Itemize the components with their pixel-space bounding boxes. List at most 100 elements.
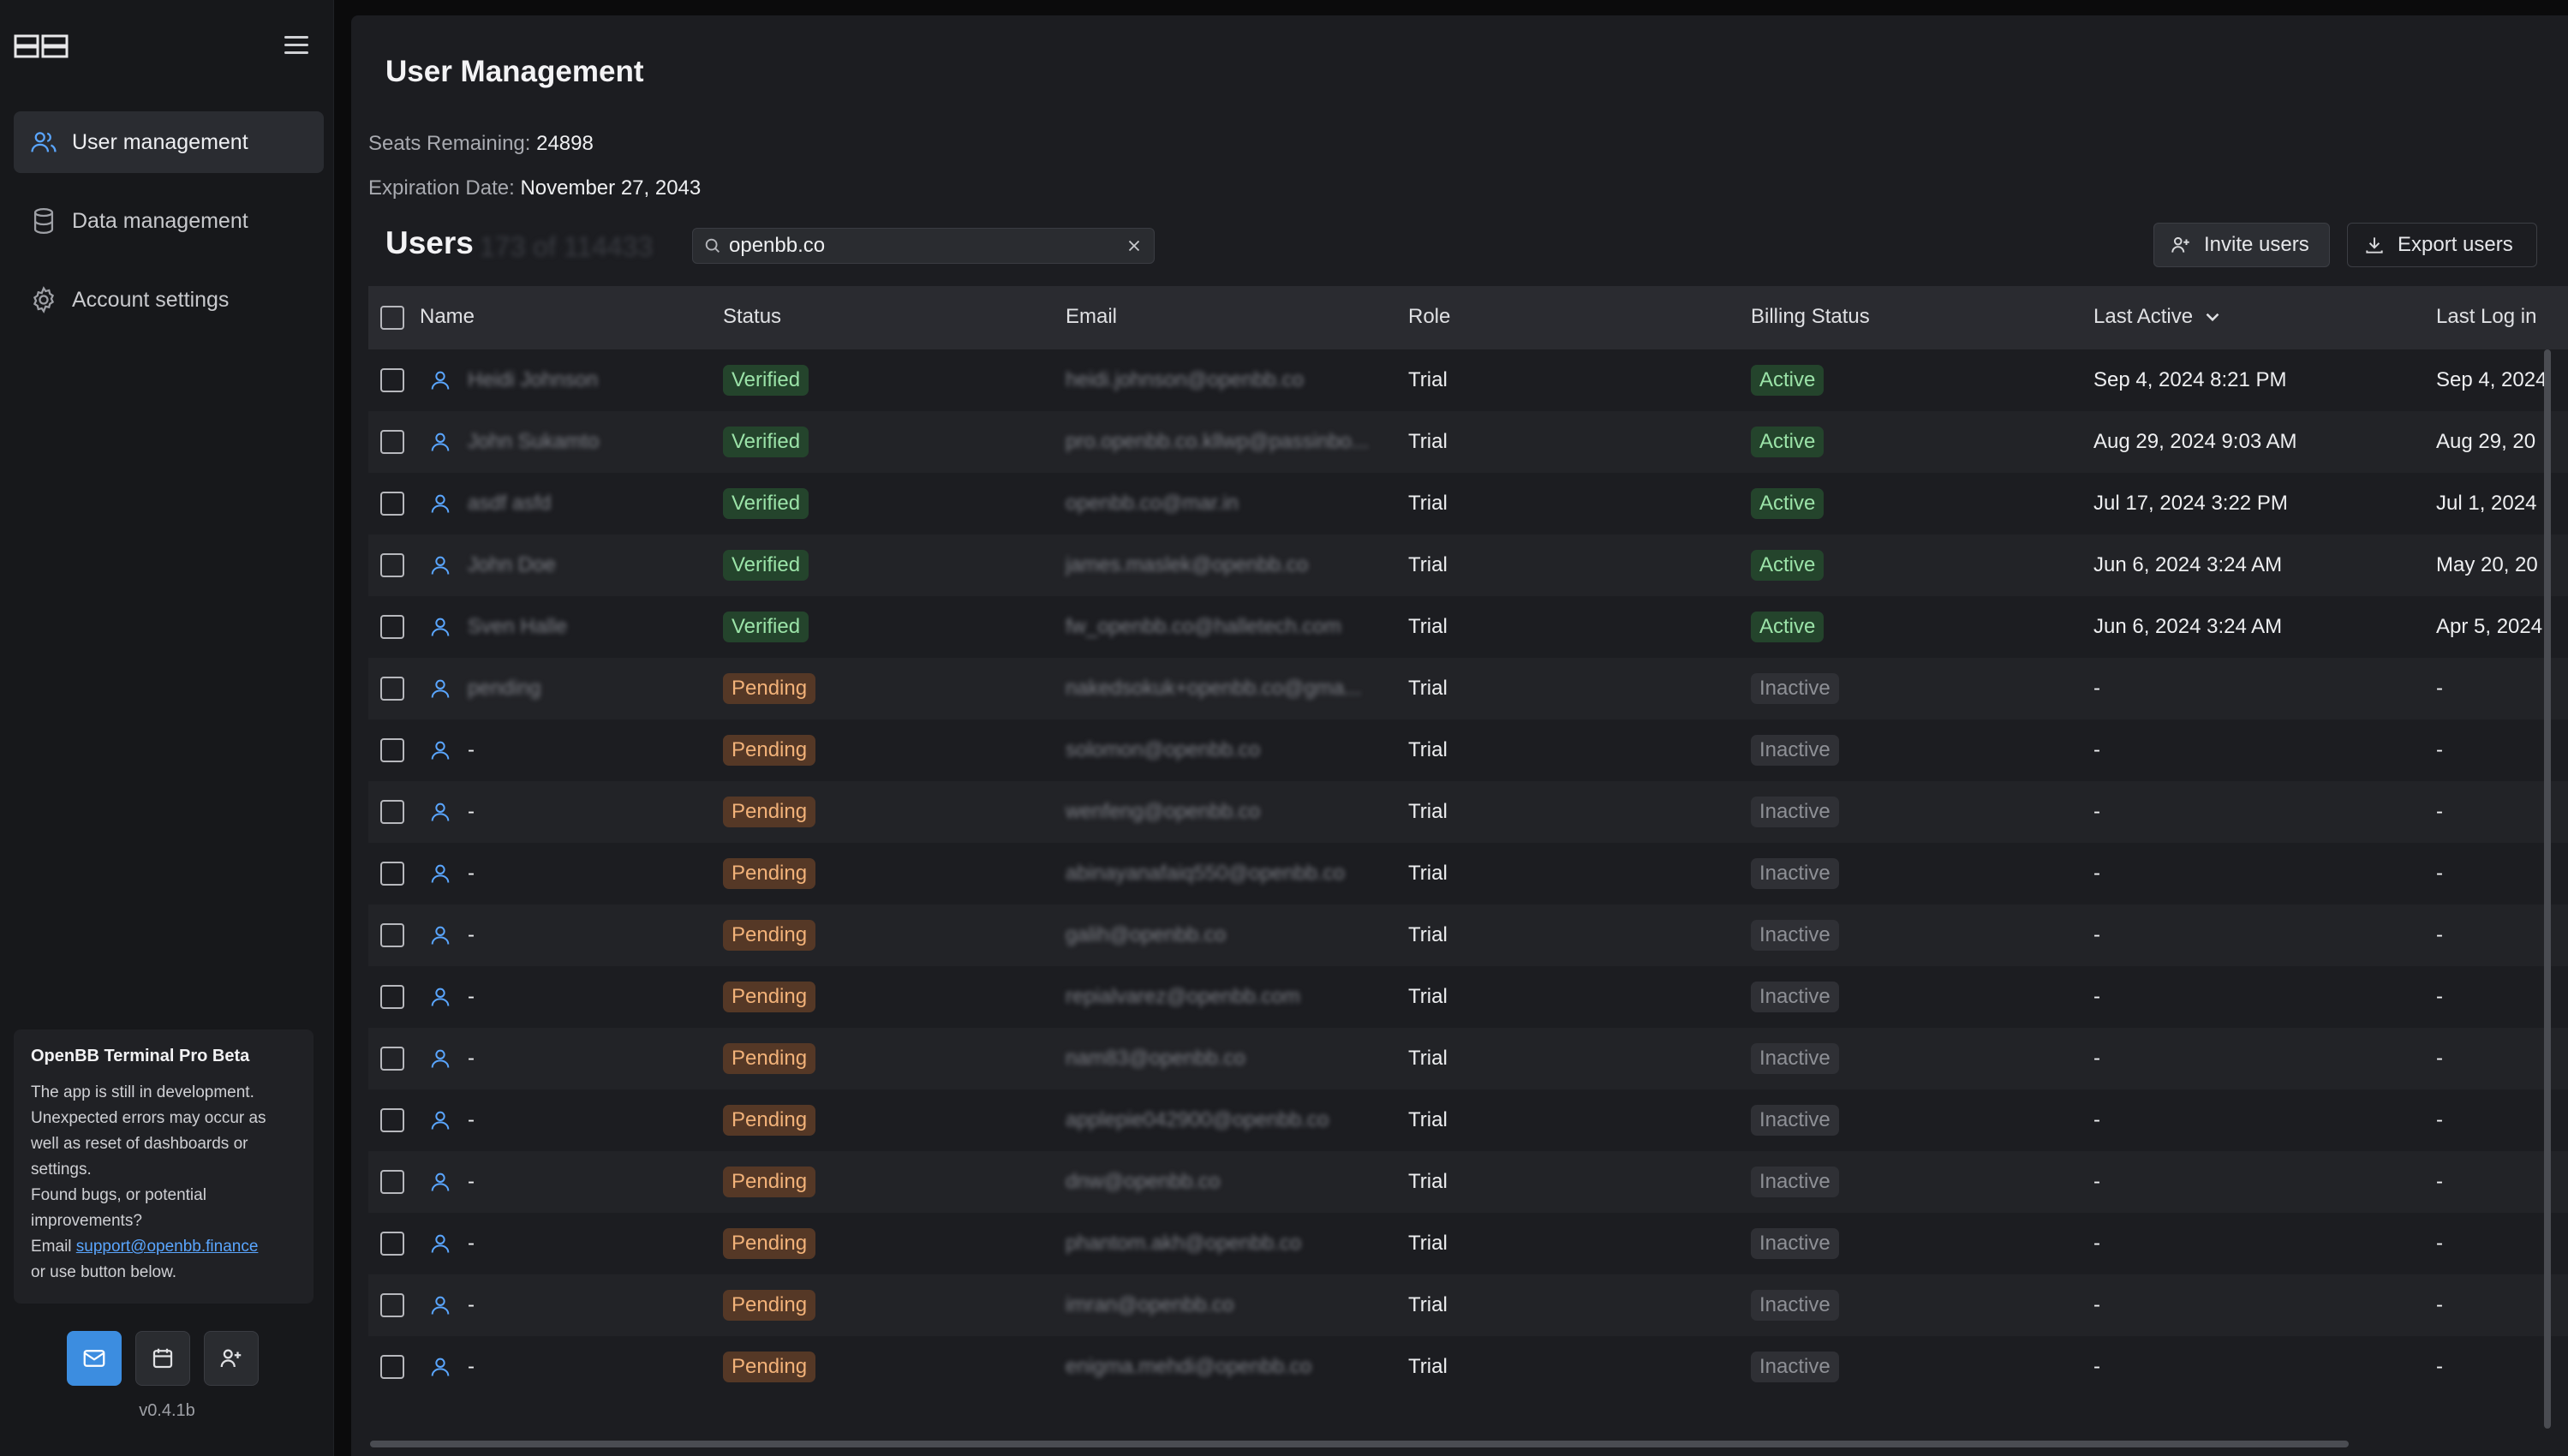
table-row[interactable]: asdf asfd Verified openbb.co@mar.in Trial Ac… [368, 473, 2568, 534]
download-icon [2366, 237, 2383, 254]
user-email: phantom.akh@openbb.co [1066, 1232, 1302, 1255]
column-header-last-login[interactable]: Last Log in [2436, 305, 2537, 328]
table-row[interactable]: - Pending applepie042900@openbb.co Trial Ina… [368, 1089, 2568, 1151]
table-row[interactable]: - Pending galih@openbb.co Trial Inactive - - [368, 904, 2568, 966]
clear-search-icon[interactable] [1125, 236, 1144, 255]
column-header-name[interactable]: Name [420, 305, 475, 328]
status-badge: Verified [723, 365, 809, 396]
column-header-email[interactable]: Email [1066, 305, 1118, 328]
sidebar-item-account-settings[interactable]: Account settings [14, 269, 324, 331]
row-checkbox[interactable] [380, 985, 404, 1009]
status-cell: Pending [723, 904, 816, 966]
last-active: - [2093, 738, 2100, 761]
row-checkbox-cell [380, 781, 404, 843]
row-checkbox[interactable] [380, 1232, 404, 1256]
status-badge: Pending [723, 1290, 816, 1321]
status-cell: Pending [723, 1028, 816, 1089]
table-row[interactable]: - Pending enigma.mehdi@openbb.co Trial Inact… [368, 1336, 2568, 1398]
row-checkbox-cell [380, 534, 404, 596]
table-row[interactable]: - Pending solomon@openbb.co Trial Inactive - - [368, 719, 2568, 781]
billing-status-badge: Inactive [1751, 1290, 1839, 1321]
row-checkbox[interactable] [380, 492, 404, 516]
table-row[interactable]: - Pending wenfeng@openbb.co Trial Inactive - - [368, 781, 2568, 843]
row-checkbox[interactable] [380, 1108, 404, 1132]
seats-value: 24898 [536, 132, 594, 155]
sidebar-item-data-management[interactable]: Data management [14, 190, 324, 252]
horizontal-scrollbar[interactable] [370, 1441, 2349, 1447]
table-row[interactable]: - Pending nam83@openbb.co Trial Inactive - - [368, 1028, 2568, 1089]
invite-users-button[interactable]: Invite users [2153, 223, 2330, 267]
schedule-call-button[interactable] [135, 1331, 190, 1386]
row-checkbox[interactable] [380, 430, 404, 454]
table-row[interactable]: - Pending imran@openbb.co Trial Inactive - - [368, 1274, 2568, 1336]
row-checkbox[interactable] [380, 1170, 404, 1194]
table-row[interactable]: - Pending abinayanafaiq550@openbb.co Trial I… [368, 843, 2568, 904]
email-feedback-button[interactable] [67, 1331, 122, 1386]
status-cell: Verified [723, 473, 809, 534]
support-email-link[interactable]: support@openbb.finance [75, 1238, 259, 1256]
row-checkbox[interactable] [380, 553, 404, 577]
billing-status-badge: Inactive [1751, 735, 1839, 766]
user-name: - [468, 1232, 475, 1255]
status-badge: Pending [723, 673, 816, 704]
table-row[interactable]: - Pending dnw@openbb.co Trial Inactive - - [368, 1151, 2568, 1213]
row-checkbox[interactable] [380, 1293, 404, 1317]
row-checkbox[interactable] [380, 800, 404, 824]
row-checkbox[interactable] [380, 1047, 404, 1071]
table-row[interactable]: Sven Halle Verified fw_openbb.co@halletech… [368, 596, 2568, 658]
user-name: - [468, 1047, 475, 1070]
last-active: - [2093, 923, 2100, 946]
table-row[interactable]: pending Pending nakedsokuk+openbb.co@gma..… [368, 658, 2568, 719]
search-box[interactable]: openbb.co [692, 228, 1155, 264]
user-avatar-icon [428, 843, 452, 904]
search-input[interactable]: openbb.co [729, 234, 826, 257]
users-icon [31, 132, 57, 152]
user-name: Sven Halle [468, 615, 568, 638]
last-login: Aug 29, 20 [2436, 430, 2536, 453]
user-role: Trial [1408, 492, 1448, 515]
row-checkbox-cell [380, 658, 404, 719]
column-header-last-active[interactable]: Last Active [2093, 305, 2224, 329]
column-header-billing-status[interactable]: Billing Status [1751, 305, 1870, 328]
table-row[interactable]: - Pending phantom.akh@openbb.co Trial Inacti… [368, 1213, 2568, 1274]
seats-remaining: Seats Remaining: 24898 [368, 132, 594, 156]
row-checkbox-cell [380, 904, 404, 966]
status-cell: Verified [723, 349, 809, 411]
column-header-role[interactable]: Role [1408, 305, 1451, 328]
sidebar-item-user-management[interactable]: User management [14, 111, 324, 173]
row-checkbox-cell [380, 1089, 404, 1151]
table-row[interactable]: Heidi Johnson Verified heidi.johnson@openb… [368, 349, 2568, 411]
row-checkbox[interactable] [380, 738, 404, 762]
user-role: Trial [1408, 985, 1448, 1008]
billing-status-badge: Active [1751, 427, 1824, 457]
last-login: Sep 4, 2024 [2436, 368, 2547, 391]
user-name: - [468, 738, 475, 761]
row-checkbox[interactable] [380, 615, 404, 639]
row-checkbox-cell [380, 719, 404, 781]
billing-cell: Inactive [1751, 904, 1839, 966]
row-checkbox[interactable] [380, 862, 404, 886]
hamburger-menu-icon[interactable] [284, 36, 308, 57]
row-checkbox[interactable] [380, 923, 404, 947]
vertical-scrollbar[interactable] [2544, 349, 2551, 1429]
billing-cell: Active [1751, 596, 1824, 658]
table-row[interactable]: - Pending repialvarez@openbb.com Trial Inact… [368, 966, 2568, 1028]
invite-friend-button[interactable] [204, 1331, 259, 1386]
export-users-button[interactable]: Export users [2347, 223, 2537, 267]
user-role: Trial [1408, 1293, 1448, 1316]
user-email: solomon@openbb.co [1066, 738, 1261, 761]
billing-status-badge: Inactive [1751, 673, 1839, 704]
user-avatar-icon [428, 1089, 452, 1151]
status-cell: Verified [723, 411, 809, 473]
row-checkbox[interactable] [380, 368, 404, 392]
column-header-status[interactable]: Status [723, 305, 782, 328]
table-row[interactable]: John Doe Verified james.maslek@openbb.co Tr… [368, 534, 2568, 596]
row-checkbox[interactable] [380, 677, 404, 701]
openbb-logo-icon[interactable] [14, 33, 69, 60]
user-name: John Sukamto [468, 430, 600, 453]
table-row[interactable]: John Sukamto Verified pro.openbb.co.kllwp@… [368, 411, 2568, 473]
mail-icon [83, 1350, 105, 1367]
row-checkbox[interactable] [380, 1355, 404, 1379]
select-all-checkbox[interactable] [380, 306, 404, 330]
